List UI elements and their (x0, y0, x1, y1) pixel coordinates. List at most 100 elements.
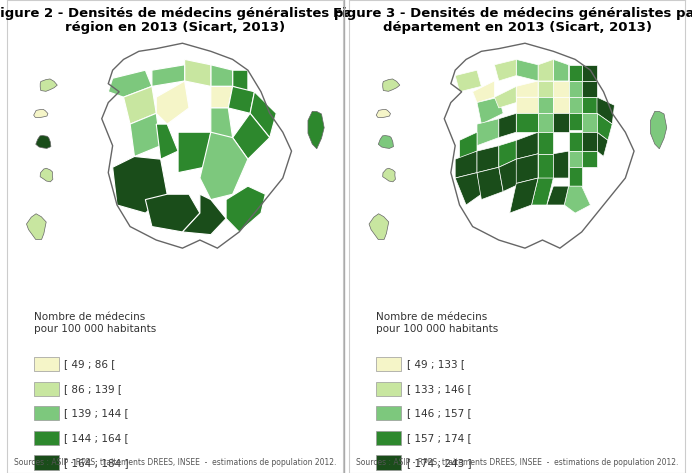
Polygon shape (211, 108, 233, 146)
Polygon shape (499, 159, 520, 192)
Text: Figure 3 - Densités de médecins généralistes par: Figure 3 - Densités de médecins générali… (334, 7, 692, 20)
Bar (34, 406, 59, 420)
Polygon shape (473, 81, 495, 103)
Text: Nombre de médecins
pour 100 000 habitants: Nombre de médecins pour 100 000 habitant… (34, 312, 156, 334)
Polygon shape (650, 111, 666, 149)
Polygon shape (597, 132, 608, 157)
Polygon shape (516, 60, 538, 81)
Text: [ 49 ; 86 [: [ 49 ; 86 [ (64, 359, 116, 369)
Bar (376, 357, 401, 371)
Polygon shape (495, 60, 516, 81)
Polygon shape (308, 111, 324, 149)
Bar (34, 357, 59, 371)
Text: département en 2013 (Sicart, 2013): département en 2013 (Sicart, 2013) (383, 21, 652, 34)
Polygon shape (569, 151, 582, 167)
Polygon shape (547, 186, 569, 205)
Polygon shape (554, 114, 569, 132)
Polygon shape (185, 60, 211, 87)
Text: [ 146 ; 157 [: [ 146 ; 157 [ (406, 408, 471, 419)
Polygon shape (510, 178, 538, 213)
Bar (376, 431, 401, 445)
Text: [ 144 ; 164 [: [ 144 ; 164 [ (64, 433, 129, 443)
Text: Sources : ASIP - RPPS, traitements DREES, INSEE  -  estimations de population 20: Sources : ASIP - RPPS, traitements DREES… (356, 458, 679, 467)
Text: [ 164 ; 184 ]: [ 164 ; 184 ] (64, 457, 129, 468)
Polygon shape (564, 186, 590, 213)
Polygon shape (499, 114, 516, 138)
Polygon shape (36, 136, 51, 149)
Polygon shape (233, 114, 270, 159)
Polygon shape (538, 97, 554, 114)
Polygon shape (516, 114, 538, 132)
Bar (376, 406, 401, 420)
Polygon shape (582, 132, 597, 151)
Text: région en 2013 (Sicart, 2013): région en 2013 (Sicart, 2013) (64, 21, 285, 34)
Bar (376, 382, 401, 396)
Polygon shape (211, 87, 233, 108)
Polygon shape (538, 81, 554, 97)
Text: [ 139 ; 144 [: [ 139 ; 144 [ (64, 408, 129, 419)
Polygon shape (455, 173, 482, 205)
Text: Sources : ASIP - RPPS, traitements DREES, INSEE  -  estimations de population 20: Sources : ASIP - RPPS, traitements DREES… (14, 458, 336, 467)
Polygon shape (124, 87, 156, 124)
Polygon shape (597, 114, 612, 140)
Polygon shape (459, 132, 477, 159)
Polygon shape (34, 109, 48, 118)
Polygon shape (183, 194, 226, 235)
Polygon shape (538, 114, 554, 132)
Polygon shape (538, 154, 554, 178)
Polygon shape (582, 151, 597, 167)
Polygon shape (569, 132, 582, 151)
Polygon shape (477, 97, 503, 124)
Bar (34, 431, 59, 445)
Polygon shape (516, 132, 538, 159)
Polygon shape (455, 151, 477, 178)
Text: Nombre de médecins
pour 100 000 habitants: Nombre de médecins pour 100 000 habitant… (376, 312, 498, 334)
Text: [ 133 ; 146 [: [ 133 ; 146 [ (406, 384, 471, 394)
Polygon shape (569, 114, 582, 130)
Polygon shape (569, 81, 582, 97)
Polygon shape (582, 81, 597, 97)
Polygon shape (554, 97, 569, 114)
Polygon shape (369, 214, 389, 239)
Polygon shape (554, 151, 569, 178)
Polygon shape (582, 114, 597, 132)
Polygon shape (531, 178, 554, 205)
Polygon shape (516, 97, 538, 114)
Text: [ 174 ; 243 ]: [ 174 ; 243 ] (406, 457, 471, 468)
Text: Figure 2 - Densités de médecins généralistes par: Figure 2 - Densités de médecins générali… (0, 7, 358, 20)
Polygon shape (108, 70, 152, 97)
Polygon shape (233, 70, 248, 92)
Polygon shape (516, 154, 538, 184)
Polygon shape (379, 136, 394, 149)
Polygon shape (477, 167, 503, 200)
Text: [ 49 ; 133 [: [ 49 ; 133 [ (406, 359, 464, 369)
Polygon shape (477, 146, 499, 173)
Polygon shape (250, 92, 276, 138)
Polygon shape (538, 132, 554, 154)
Polygon shape (226, 186, 265, 232)
Polygon shape (200, 132, 248, 200)
Polygon shape (538, 60, 554, 81)
Polygon shape (495, 87, 516, 108)
Polygon shape (40, 168, 53, 182)
Polygon shape (554, 81, 569, 97)
Polygon shape (145, 194, 200, 232)
Polygon shape (26, 214, 46, 239)
Bar (376, 455, 401, 470)
Polygon shape (569, 97, 582, 114)
Polygon shape (554, 60, 569, 81)
Polygon shape (597, 97, 614, 124)
Polygon shape (477, 119, 499, 146)
Polygon shape (40, 79, 57, 91)
Polygon shape (455, 70, 482, 92)
Text: [ 86 ; 139 [: [ 86 ; 139 [ (64, 384, 122, 394)
Polygon shape (152, 65, 185, 87)
Polygon shape (156, 81, 189, 124)
Polygon shape (228, 87, 255, 114)
Polygon shape (178, 132, 211, 173)
Polygon shape (582, 97, 597, 114)
Polygon shape (211, 65, 233, 87)
Polygon shape (376, 109, 390, 118)
Polygon shape (569, 167, 582, 186)
Bar (34, 455, 59, 470)
